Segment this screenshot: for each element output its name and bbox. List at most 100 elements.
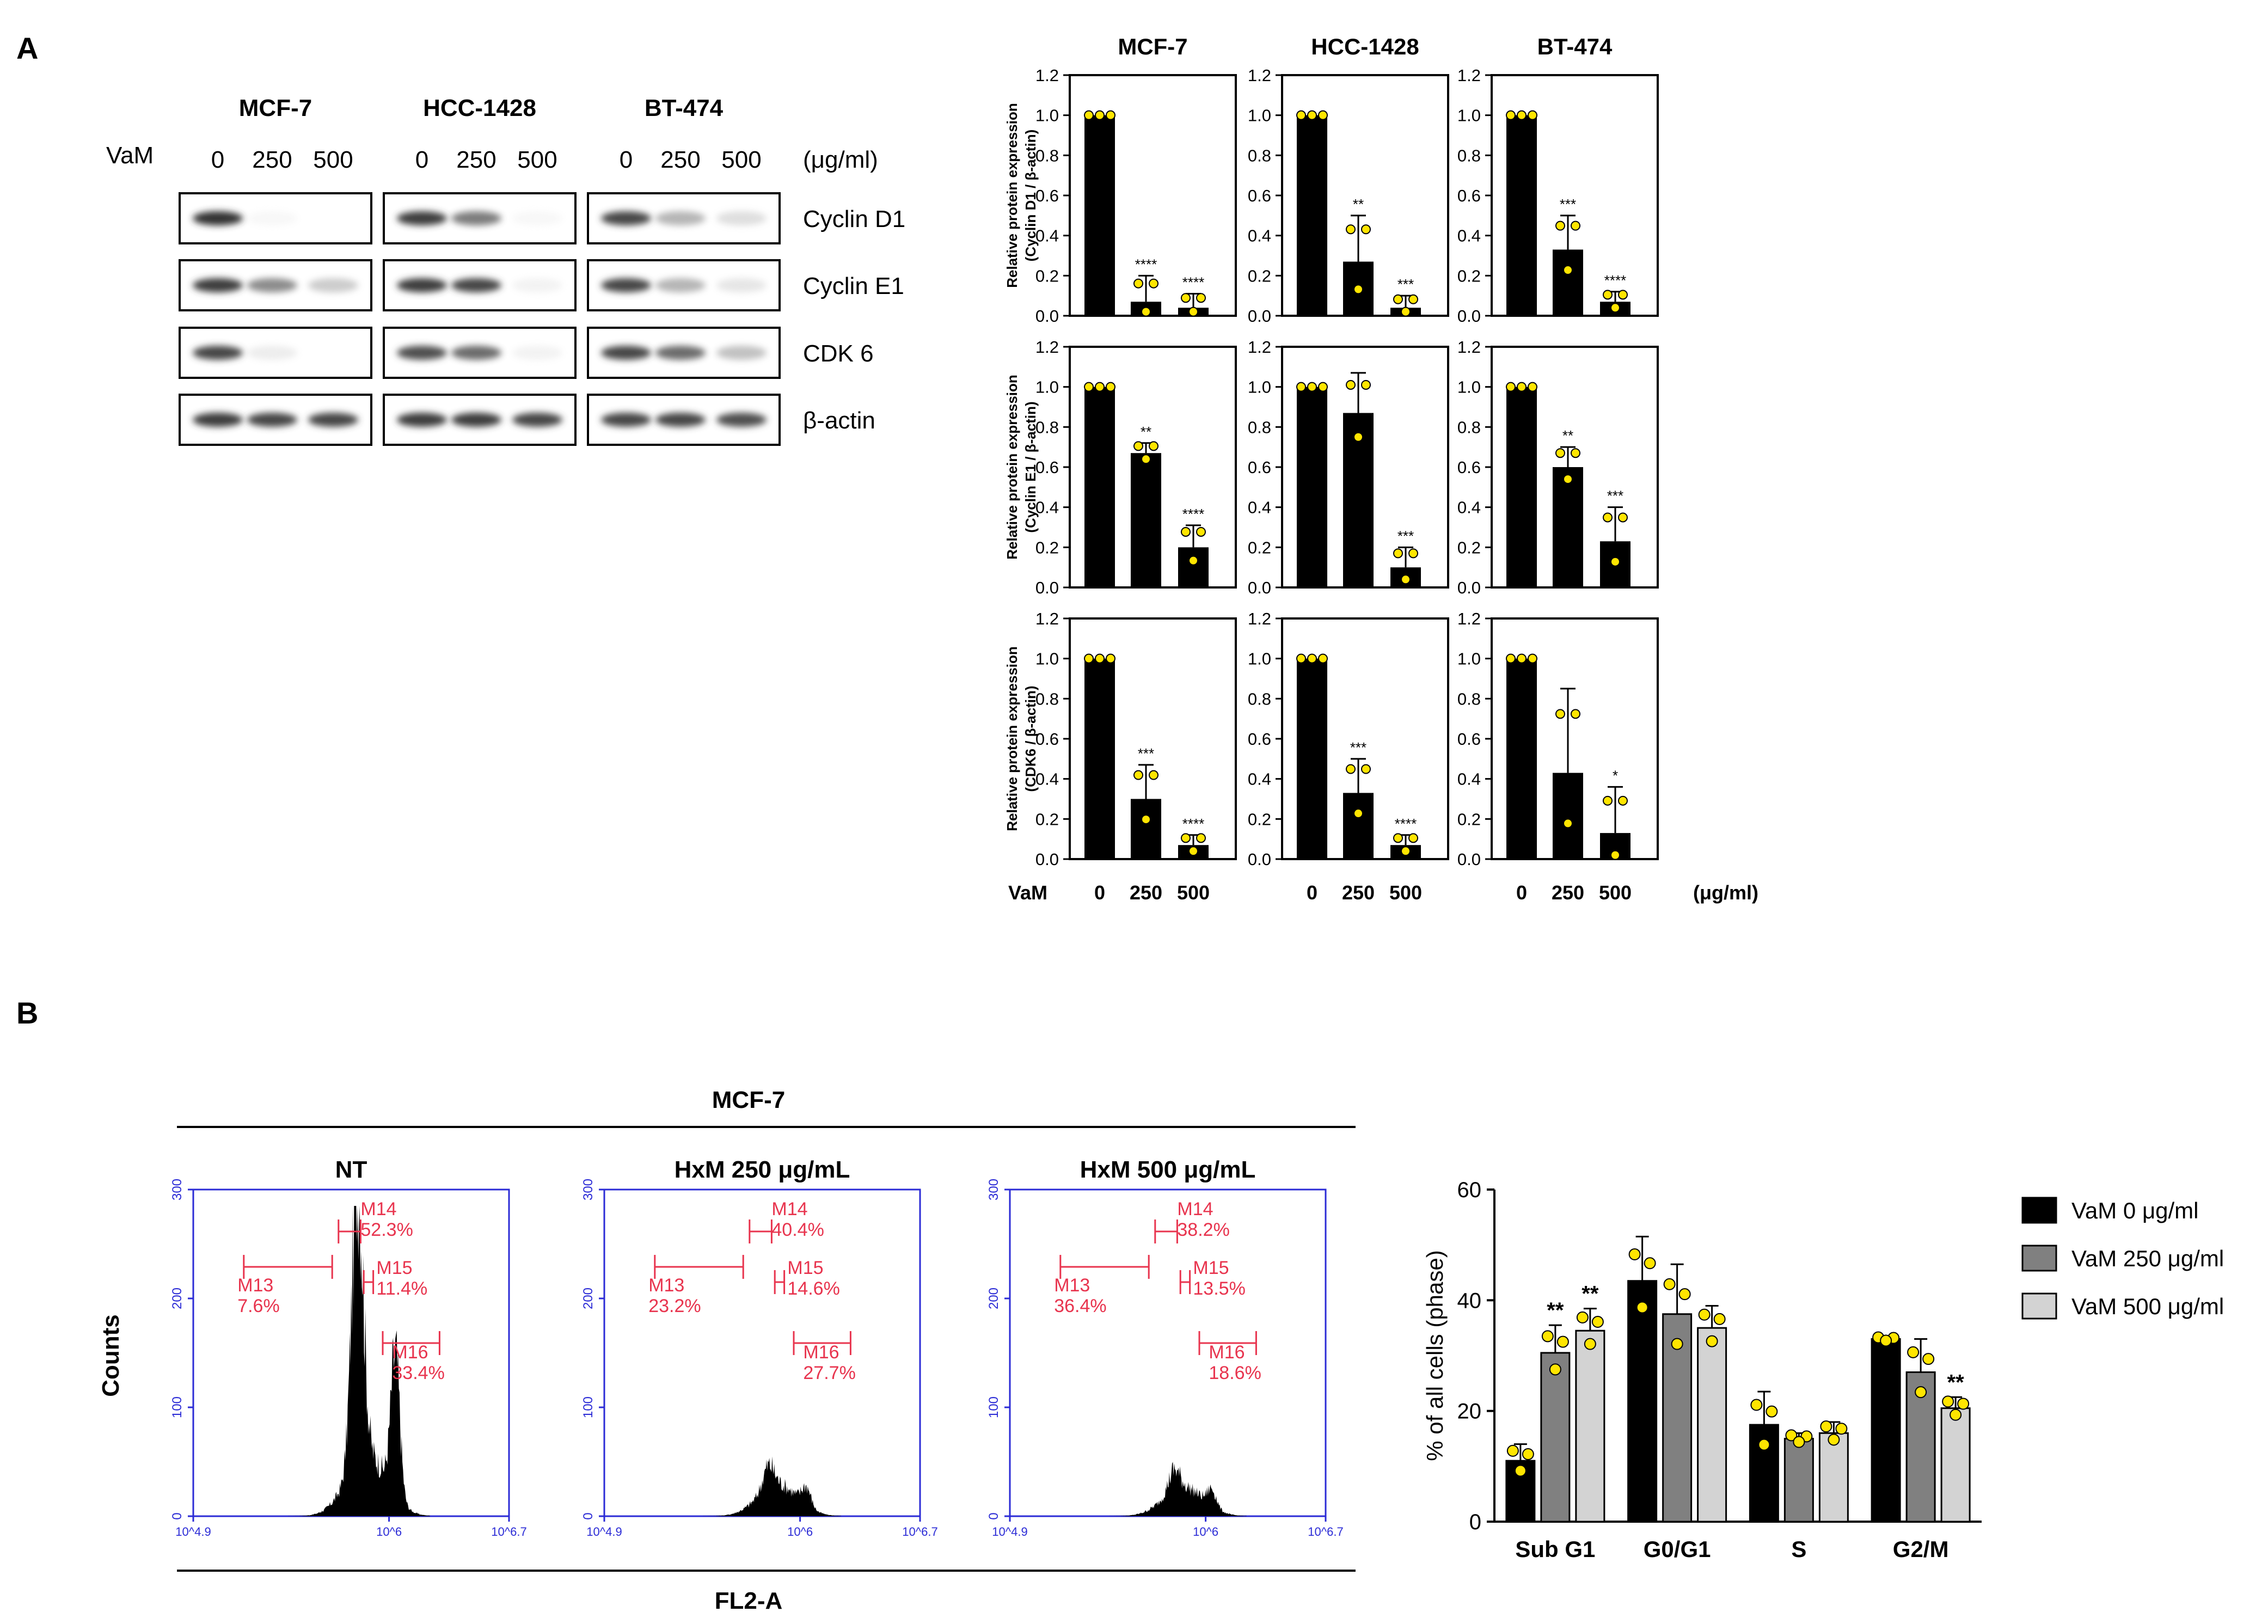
bar (1131, 453, 1161, 587)
flow-x-title: FL2-A (715, 1588, 783, 1614)
blot-band (193, 278, 243, 292)
legend-label: VaM 500 μg/ml (2071, 1294, 2224, 1319)
data-dot (1318, 110, 1328, 120)
data-dot (1188, 307, 1198, 317)
marker-value-m15: 13.5% (1193, 1278, 1245, 1299)
y-tick-label: 0.6 (1457, 730, 1481, 749)
phase-data-dot (1785, 1429, 1798, 1442)
quant-x-label: 0 (1307, 881, 1317, 904)
data-dot (1133, 770, 1143, 780)
marker-value-m14: 38.2% (1177, 1219, 1229, 1240)
data-dot (1517, 110, 1527, 120)
data-dot (1149, 278, 1158, 289)
data-dot (1084, 382, 1094, 392)
phase-data-dot (1828, 1433, 1840, 1446)
data-dot (1353, 284, 1363, 295)
data-dot (1517, 382, 1527, 392)
blot-band (716, 413, 767, 427)
y-tick-label: 0.0 (1035, 850, 1059, 869)
y-tick-label: 1.0 (1035, 106, 1059, 125)
y-tick-label: 1.2 (1248, 338, 1271, 357)
data-dot (1307, 653, 1317, 664)
y-tick-label: 0.2 (1248, 810, 1271, 829)
y-tick-label: 0.8 (1035, 146, 1059, 165)
data-dot (1149, 770, 1158, 780)
phase-x-label: G2/M (1893, 1536, 1949, 1562)
flow-x-tick-label: 10^6 (376, 1525, 402, 1539)
data-dot (1181, 293, 1191, 303)
y-tick-label: 0.2 (1035, 538, 1059, 557)
phase-data-dot (1584, 1338, 1596, 1350)
significance-label: *** (1397, 276, 1414, 292)
flow-y-tick-label: 100 (581, 1396, 596, 1418)
y-tick-label: 0.6 (1035, 730, 1059, 749)
blot-band (308, 413, 358, 427)
phase-bar (1697, 1327, 1727, 1523)
y-tick-label: 0.6 (1457, 458, 1481, 477)
quant-ylabel-line1: Relative protein expression (1004, 646, 1020, 831)
y-tick-label: 0.4 (1457, 498, 1481, 517)
significance-label: * (1613, 767, 1618, 783)
quant-column-title: MCF-7 (1118, 34, 1187, 59)
y-tick-label: 1.0 (1457, 378, 1481, 397)
data-dot (1610, 556, 1620, 567)
blot-band (193, 413, 243, 427)
data-dot (1555, 709, 1565, 719)
phase-data-dot (1591, 1315, 1604, 1328)
blot-band (397, 413, 447, 427)
flow-x-tick-label: 10^6.7 (1308, 1525, 1343, 1539)
phase-data-dot (1644, 1257, 1656, 1270)
y-tick-label: 0.4 (1035, 770, 1059, 789)
blot-band (247, 413, 297, 427)
data-dot (1149, 441, 1158, 451)
y-tick-label: 0.8 (1035, 418, 1059, 437)
significance-label: **** (1182, 816, 1204, 832)
data-dot (1196, 293, 1206, 303)
data-dot (1408, 548, 1418, 559)
y-tick-label: 1.2 (1035, 66, 1059, 85)
data-dot (1133, 441, 1143, 451)
data-dot (1555, 220, 1565, 231)
data-dot (1181, 526, 1191, 537)
blot-band (397, 278, 447, 292)
significance-label: *** (1397, 528, 1414, 544)
data-dot (1563, 818, 1573, 829)
flow-y-tick-label: 200 (581, 1288, 596, 1309)
marker-value-m15: 14.6% (787, 1278, 839, 1299)
blot-band (655, 211, 706, 225)
flow-cytometry-panel: MCF-7 FL2-A Counts NT 0 100 200 300 10^4.9 10^6 10… (97, 1087, 1356, 1614)
phase-data-dot (1880, 1334, 1892, 1347)
blot-band (716, 346, 767, 360)
legend-label: VaM 250 μg/ml (2071, 1246, 2224, 1271)
marker-name-m13: M13 (648, 1275, 684, 1296)
blot-band (308, 278, 358, 292)
data-dot (1408, 833, 1418, 843)
significance-label: *** (1350, 739, 1366, 756)
phase-y-tick-label: 60 (1457, 1178, 1482, 1202)
y-tick-label: 0.0 (1248, 307, 1271, 326)
blot-dose-label: 250 (456, 146, 496, 173)
significance-label: *** (1560, 196, 1576, 212)
bar (1553, 249, 1583, 316)
y-tick-label: 0.0 (1248, 578, 1271, 597)
blot-band (655, 278, 706, 292)
phase-data-dot (1549, 1363, 1561, 1376)
data-dot (1141, 814, 1151, 825)
y-tick-label: 1.2 (1035, 338, 1059, 357)
data-dot (1393, 548, 1403, 559)
blot-dose-label: 0 (211, 146, 224, 173)
data-dot (1603, 795, 1613, 806)
data-dot (1571, 709, 1580, 719)
data-dot (1610, 303, 1620, 313)
panel-label-a: A (16, 31, 38, 65)
data-dot (1196, 833, 1206, 843)
data-dot (1318, 653, 1328, 664)
data-dot (1603, 512, 1613, 523)
phase-data-dot (1522, 1448, 1534, 1460)
phase-data-dot (1671, 1338, 1683, 1350)
flow-histogram (288, 1206, 430, 1516)
phase-bar (1871, 1338, 1901, 1523)
y-tick-label: 0.6 (1248, 186, 1271, 205)
y-tick-label: 0.0 (1457, 307, 1481, 326)
blot-band (193, 211, 243, 225)
